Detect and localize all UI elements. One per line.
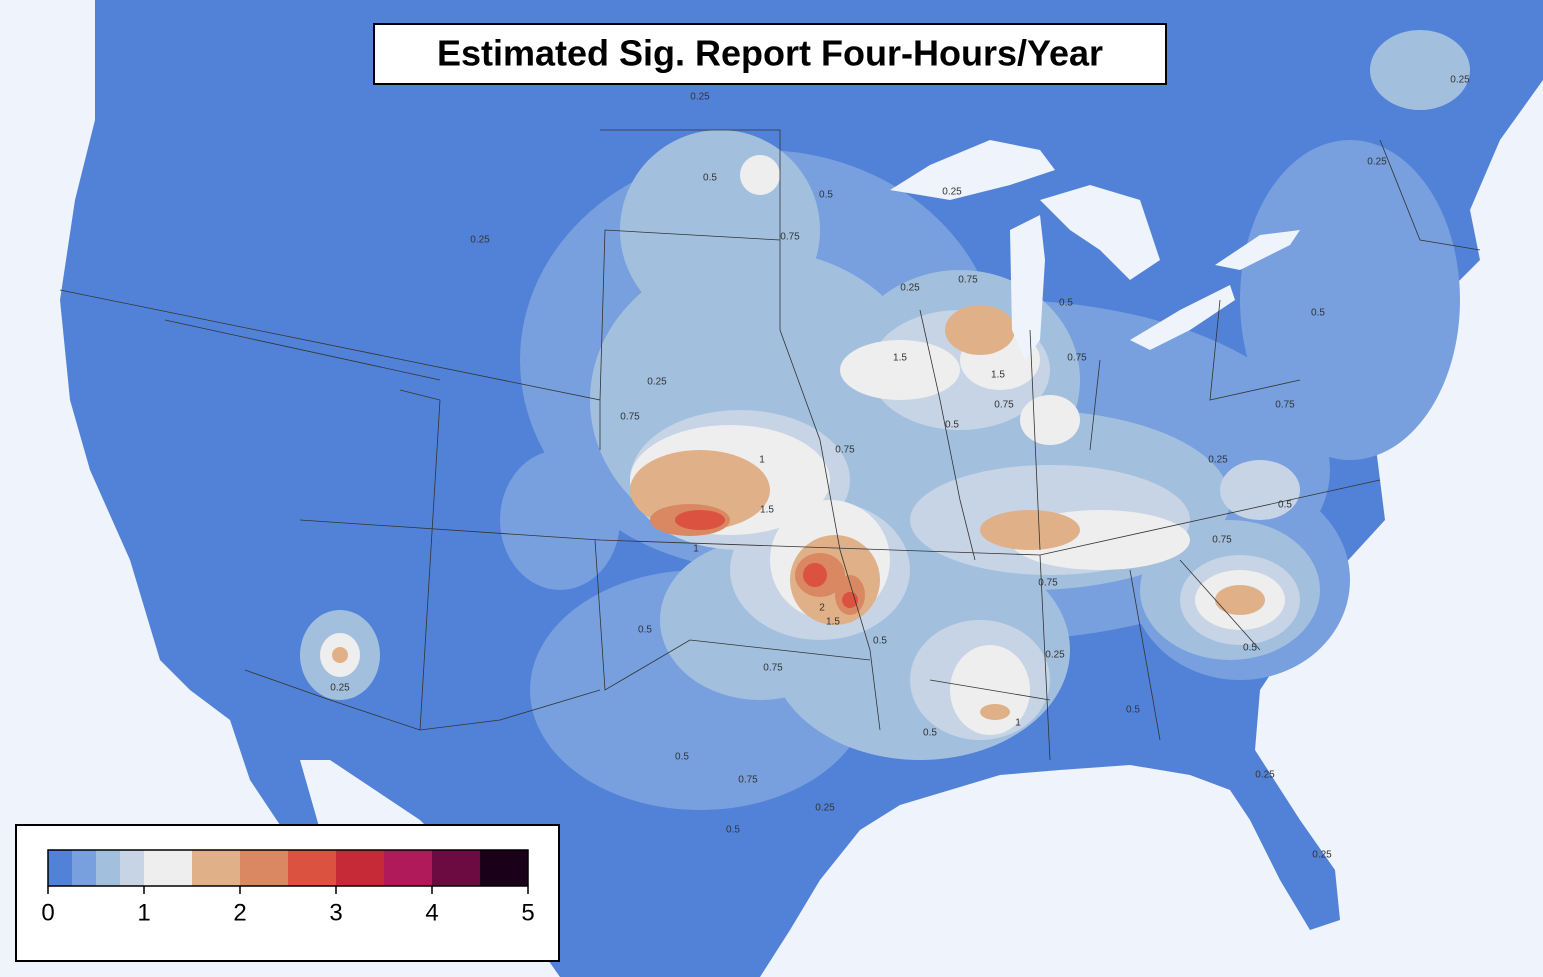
colorbar-tick-label: 2	[233, 899, 246, 926]
contour-label: 0.75	[1212, 535, 1232, 546]
contour-label: 0.5	[1243, 643, 1257, 654]
colorbar: 0 1 2 3 4 5	[41, 849, 535, 926]
intensity-blob	[803, 563, 827, 587]
title: Estimated Sig. Report Four-Hours/Year	[437, 33, 1103, 74]
contour-label: 1	[693, 544, 699, 555]
intensity-blob	[1240, 140, 1460, 460]
state-borders	[59, 129, 1481, 761]
contour-label: 0.5	[1126, 705, 1140, 716]
colorbar-bin	[432, 850, 480, 886]
intensity-blob	[840, 340, 960, 400]
intensity-blob	[842, 592, 858, 608]
colorbar-tick-label: 1	[137, 899, 150, 926]
colorbar-bin	[72, 850, 96, 886]
contour-label: 0.25	[1312, 850, 1332, 861]
colorbar-frame	[47, 849, 529, 887]
intensity-blob	[1215, 585, 1265, 615]
contour-label: 0.25	[1208, 455, 1228, 466]
contour-label: 0.5	[726, 825, 740, 836]
contour-label: 0.25	[470, 235, 490, 246]
contour-label: 1	[1015, 718, 1021, 729]
contour-label: 0.75	[958, 275, 978, 286]
colorbar-bin	[144, 850, 192, 886]
colorbar-bin	[384, 850, 432, 886]
contour-label: 0.25	[942, 187, 962, 198]
intensity-blob	[1020, 395, 1080, 445]
contour-label: 0.5	[675, 752, 689, 763]
intensity-blob	[740, 155, 780, 195]
title-box	[373, 23, 1167, 85]
contour-labels: 0.25 0.5 0.5 0.75 0.25 0.25 0.25 0.75 0.5 1.5 1.5 0…	[330, 75, 1470, 861]
contour-label: 0.25	[1450, 75, 1470, 86]
contour-label: 1.5	[760, 505, 774, 516]
intensity-blob	[500, 450, 620, 590]
lakes	[890, 140, 1300, 360]
contour-label: 0.75	[1038, 578, 1058, 589]
contour-label: 0.75	[994, 400, 1014, 411]
contour-label: 0.5	[873, 636, 887, 647]
contour-label: 0.5	[1278, 500, 1292, 511]
intensity-blob	[980, 704, 1010, 720]
contour-label: 2	[819, 603, 825, 614]
intensity-blob	[332, 647, 348, 663]
colorbar-bin	[336, 850, 384, 886]
intensity-blob	[980, 510, 1080, 550]
contour-label: 0.5	[819, 190, 833, 201]
colorbar-bin	[288, 850, 336, 886]
contour-label: 0.5	[1059, 298, 1073, 309]
contour-label: 0.75	[763, 663, 783, 674]
colorbar-tick-label: 4	[425, 899, 438, 926]
contour-label: 0.25	[1045, 650, 1065, 661]
contour-label: 0.25	[330, 683, 350, 694]
contour-label: 0.5	[638, 625, 652, 636]
contour-label: 1	[759, 455, 765, 466]
colorbar-bin	[48, 850, 72, 886]
contour-label: 0.25	[1367, 157, 1387, 168]
legend-box	[15, 824, 560, 962]
colorbar-bin	[240, 850, 288, 886]
colorbar-tick-label: 0	[41, 899, 54, 926]
colorbar-tick-label: 5	[521, 899, 534, 926]
colorbar-bin	[120, 850, 144, 886]
colorbar-bin	[192, 850, 240, 886]
intensity-blob	[1220, 460, 1300, 520]
contour-label: 0.75	[738, 775, 758, 786]
intensity-blob	[1370, 30, 1470, 110]
contour-label: 0.75	[620, 412, 640, 423]
colorbar-bin	[96, 850, 120, 886]
colorbar-bin	[480, 850, 528, 886]
contour-label: 0.75	[1275, 400, 1295, 411]
contour-label: 0.25	[1255, 770, 1275, 781]
contour-label: 0.75	[780, 232, 800, 243]
contour-label: 1.5	[826, 617, 840, 628]
contour-label: 0.75	[835, 445, 855, 456]
contour-label: 0.75	[1067, 353, 1087, 364]
contour-label: 0.5	[923, 728, 937, 739]
contour-label: 0.5	[1311, 308, 1325, 319]
intensity-field	[300, 30, 1470, 810]
intensity-blob	[675, 510, 725, 530]
contour-label: 1.5	[991, 370, 1005, 381]
contour-label: 0.5	[945, 420, 959, 431]
contour-label: 0.25	[647, 377, 667, 388]
contour-label: 0.25	[690, 92, 710, 103]
contour-label: 0.25	[900, 283, 920, 294]
colorbar-tick-label: 3	[329, 899, 342, 926]
contour-label: 1.5	[893, 353, 907, 364]
intensity-blob	[945, 305, 1015, 355]
contour-label: 0.25	[815, 803, 835, 814]
contour-label: 0.5	[703, 173, 717, 184]
